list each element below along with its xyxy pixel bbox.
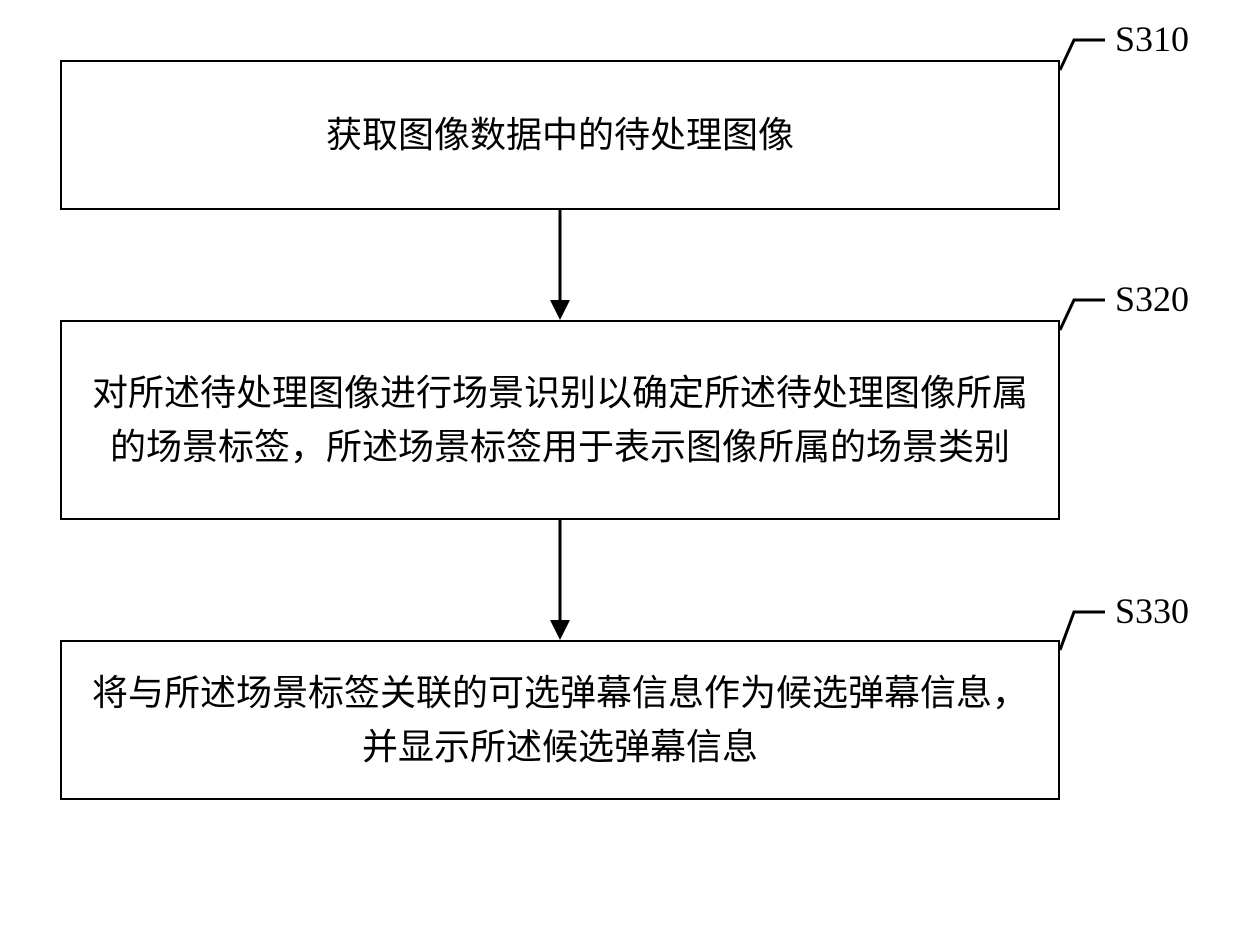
step-box-s310: 获取图像数据中的待处理图像 bbox=[60, 60, 1060, 210]
step-text-s310: 获取图像数据中的待处理图像 bbox=[326, 108, 794, 162]
step-label-s310: S310 bbox=[1115, 18, 1189, 60]
step-box-s320: 对所述待处理图像进行场景识别以确定所述待处理图像所属的场景标签，所述场景标签用于… bbox=[60, 320, 1060, 520]
step-text-s320: 对所述待处理图像进行场景识别以确定所述待处理图像所属的场景标签，所述场景标签用于… bbox=[92, 366, 1028, 474]
flowchart-container: 获取图像数据中的待处理图像 S310 对所述待处理图像进行场景识别以确定所述待处… bbox=[0, 0, 1240, 926]
step-box-s330: 将与所述场景标签关联的可选弹幕信息作为候选弹幕信息，并显示所述候选弹幕信息 bbox=[60, 640, 1060, 800]
step-text-s330: 将与所述场景标签关联的可选弹幕信息作为候选弹幕信息，并显示所述候选弹幕信息 bbox=[92, 666, 1028, 774]
step-label-s330: S330 bbox=[1115, 590, 1189, 632]
step-label-s320: S320 bbox=[1115, 278, 1189, 320]
